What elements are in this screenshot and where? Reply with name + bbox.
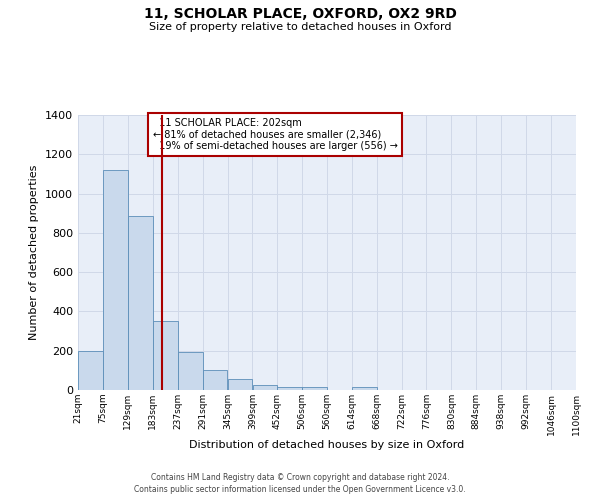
Y-axis label: Number of detached properties: Number of detached properties — [29, 165, 40, 340]
Bar — [302, 388, 326, 390]
X-axis label: Distribution of detached houses by size in Oxford: Distribution of detached houses by size … — [190, 440, 464, 450]
Bar — [253, 385, 277, 390]
Bar — [277, 386, 302, 390]
Bar — [103, 170, 128, 390]
Bar — [178, 352, 203, 390]
Text: Contains public sector information licensed under the Open Government Licence v3: Contains public sector information licen… — [134, 485, 466, 494]
Text: Contains HM Land Registry data © Crown copyright and database right 2024.: Contains HM Land Registry data © Crown c… — [151, 472, 449, 482]
Text: 11, SCHOLAR PLACE, OXFORD, OX2 9RD: 11, SCHOLAR PLACE, OXFORD, OX2 9RD — [143, 8, 457, 22]
Bar — [128, 216, 152, 390]
Bar — [227, 379, 253, 390]
Bar — [203, 370, 227, 390]
Bar — [352, 388, 377, 390]
Bar — [78, 352, 103, 390]
Text: 11 SCHOLAR PLACE: 202sqm
← 81% of detached houses are smaller (2,346)
  19% of s: 11 SCHOLAR PLACE: 202sqm ← 81% of detach… — [152, 118, 398, 151]
Bar — [153, 322, 178, 390]
Text: Size of property relative to detached houses in Oxford: Size of property relative to detached ho… — [149, 22, 451, 32]
